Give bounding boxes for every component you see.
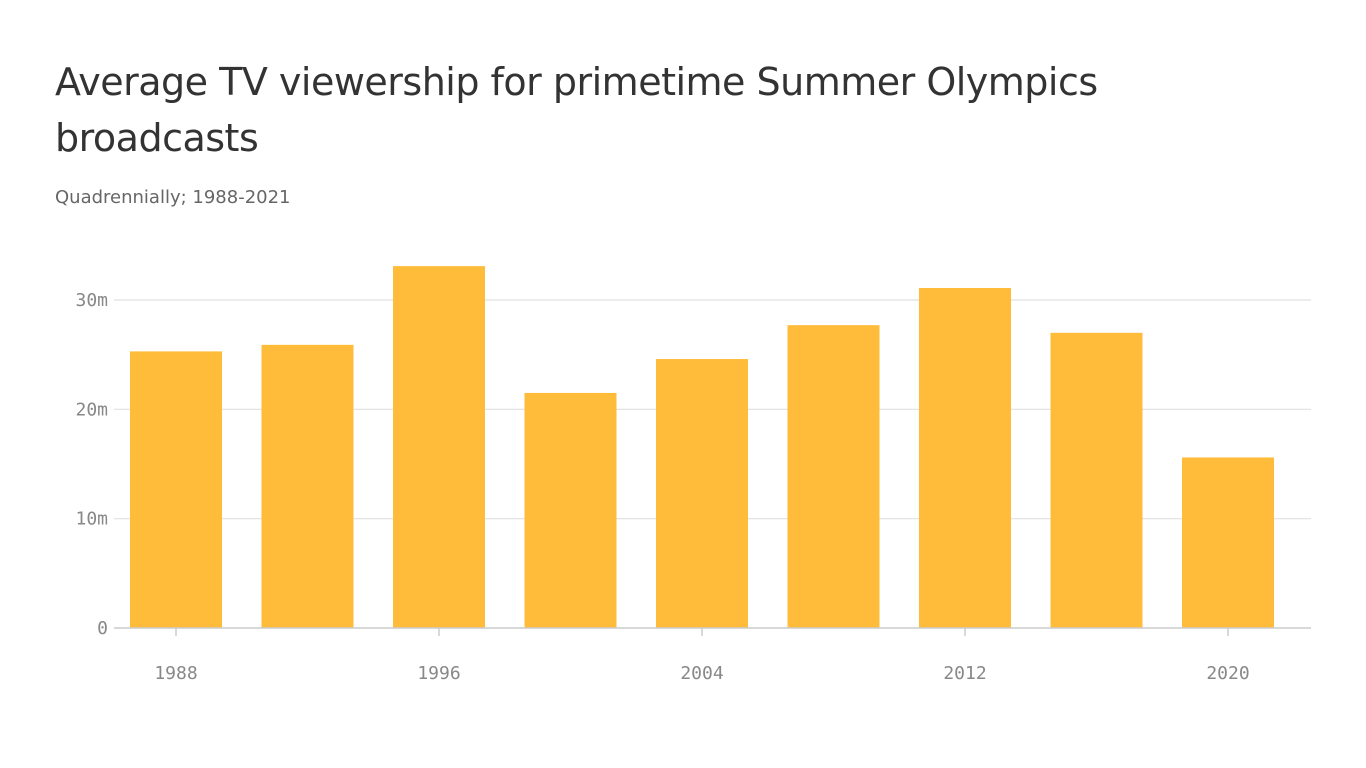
bar-2004 xyxy=(656,359,748,628)
x-tick-label: 2020 xyxy=(1206,663,1249,684)
bar-2020 xyxy=(1182,457,1274,628)
y-tick-label: 30m xyxy=(75,290,108,311)
bar-1996 xyxy=(393,266,485,628)
bar-2000 xyxy=(524,392,617,628)
chart-subtitle: Quadrennially; 1988-2021 xyxy=(55,187,291,208)
chart-title: Average TV viewership for primetime Summ… xyxy=(55,60,1098,160)
y-tick-label: 0 xyxy=(97,618,108,639)
x-tick-label: 2012 xyxy=(943,663,986,684)
bar-1988 xyxy=(130,351,222,628)
x-tick-label: 1996 xyxy=(417,663,460,684)
bar-1992 xyxy=(261,344,354,628)
bar-2016 xyxy=(1050,332,1143,628)
axes: 0 10m 20m 30m 1988 1996 2004 2012 2020 xyxy=(75,290,1311,684)
x-tick-label: 1988 xyxy=(154,663,197,684)
bar-2012 xyxy=(919,287,1011,628)
bars xyxy=(130,266,1274,628)
y-tick-label: 10m xyxy=(75,509,108,530)
bar-2008 xyxy=(787,325,880,628)
y-tick-label: 20m xyxy=(75,399,108,420)
x-tick-label: 2004 xyxy=(680,663,723,684)
